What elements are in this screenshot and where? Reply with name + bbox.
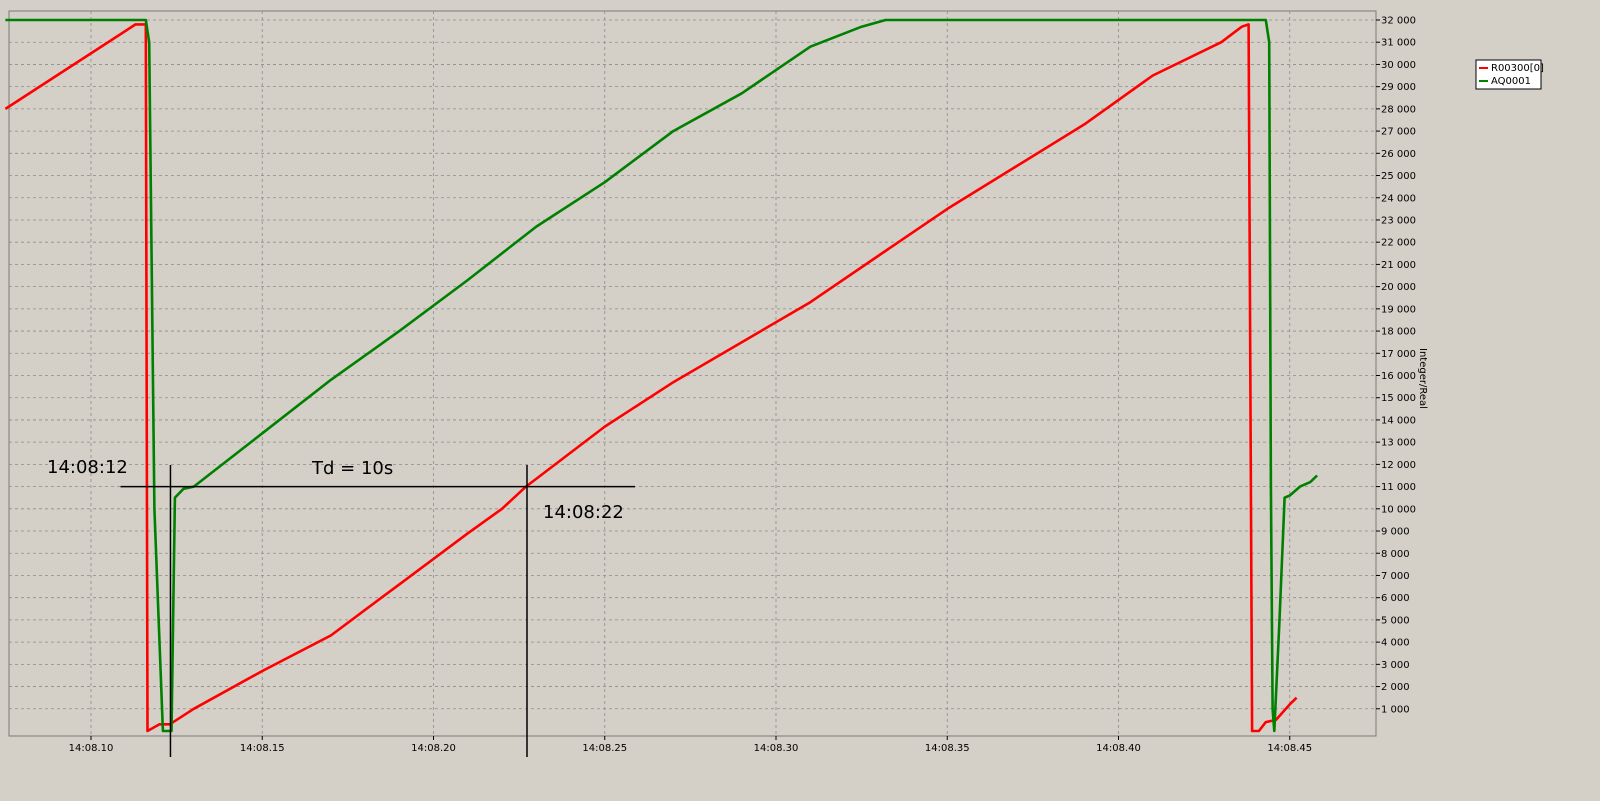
legend: R00300[0] AQ0001 <box>1475 59 1544 90</box>
x-axis: 14:08.10 14:08.15 14:08.20 14:08.25 14:08.30… <box>69 736 1312 754</box>
y-tick-label: 23 000 <box>1381 215 1416 226</box>
y-tick-label: 1 000 <box>1381 704 1410 715</box>
y-tick-label: 30 000 <box>1381 60 1416 71</box>
y-tick-label: 27 000 <box>1381 127 1416 138</box>
y-tick-label: 15 000 <box>1381 393 1416 404</box>
y-tick-label: 18 000 <box>1381 327 1416 338</box>
y-tick-label: 17 000 <box>1381 349 1416 360</box>
x-tick-label: 14:08.45 <box>1267 743 1312 754</box>
annotation-layer: 14:08:12 14:08:22 Td = 10s <box>47 457 636 757</box>
y-tick-label: 6 000 <box>1381 593 1410 604</box>
y-tick-label: 24 000 <box>1381 193 1416 204</box>
y-tick-label: 14 000 <box>1381 415 1416 426</box>
y-tick-label: 5 000 <box>1381 615 1410 626</box>
y-tick-label: 29 000 <box>1381 82 1416 93</box>
y-tick-label: 12 000 <box>1381 460 1416 471</box>
start-time-label: 14:08:12 <box>47 457 128 478</box>
y-tick-label: 4 000 <box>1381 638 1410 649</box>
end-time-label: 14:08:22 <box>543 502 624 523</box>
y-tick-label: 31 000 <box>1381 38 1416 49</box>
y-tick-label: 13 000 <box>1381 438 1416 449</box>
x-tick-label: 14:08.20 <box>411 743 456 754</box>
x-tick-label: 14:08.35 <box>925 743 970 754</box>
y-tick-label: 26 000 <box>1381 149 1416 160</box>
delay-label: Td = 10s <box>311 458 393 479</box>
x-tick-label: 14:08.40 <box>1096 743 1141 754</box>
y-tick-label: 20 000 <box>1381 282 1416 293</box>
legend-label-series-1: R00300[0] <box>1491 63 1544 74</box>
legend-label-series-2: AQ0001 <box>1491 76 1531 87</box>
y-tick-label: 2 000 <box>1381 682 1410 693</box>
y-tick-label: 8 000 <box>1381 549 1410 560</box>
y-tick-label: 25 000 <box>1381 171 1416 182</box>
x-tick-label: 14:08.25 <box>582 743 627 754</box>
y-tick-label: 7 000 <box>1381 571 1410 582</box>
y-tick-label: 9 000 <box>1381 527 1410 538</box>
x-tick-label: 14:08.10 <box>69 743 114 754</box>
y-tick-label: 22 000 <box>1381 238 1416 249</box>
grid-lines <box>9 11 1376 736</box>
y-axis-title: Integer/Real <box>1417 348 1428 409</box>
y-tick-label: 10 000 <box>1381 504 1416 515</box>
x-tick-label: 14:08.30 <box>754 743 799 754</box>
y-tick-label: 3 000 <box>1381 660 1410 671</box>
y-tick-label: 19 000 <box>1381 304 1416 315</box>
y-axis: 1 000 2 000 3 000 4 000 5 000 6 000 7 000 8 000… <box>1376 16 1416 715</box>
x-tick-label: 14:08.15 <box>240 743 285 754</box>
y-tick-label: 28 000 <box>1381 104 1416 115</box>
y-tick-label: 21 000 <box>1381 260 1416 271</box>
y-tick-label: 11 000 <box>1381 482 1416 493</box>
series-line-2 <box>5 18 1319 733</box>
y-tick-label: 16 000 <box>1381 371 1416 382</box>
plot-area <box>8 10 1377 737</box>
y-tick-label: 32 000 <box>1381 16 1416 27</box>
